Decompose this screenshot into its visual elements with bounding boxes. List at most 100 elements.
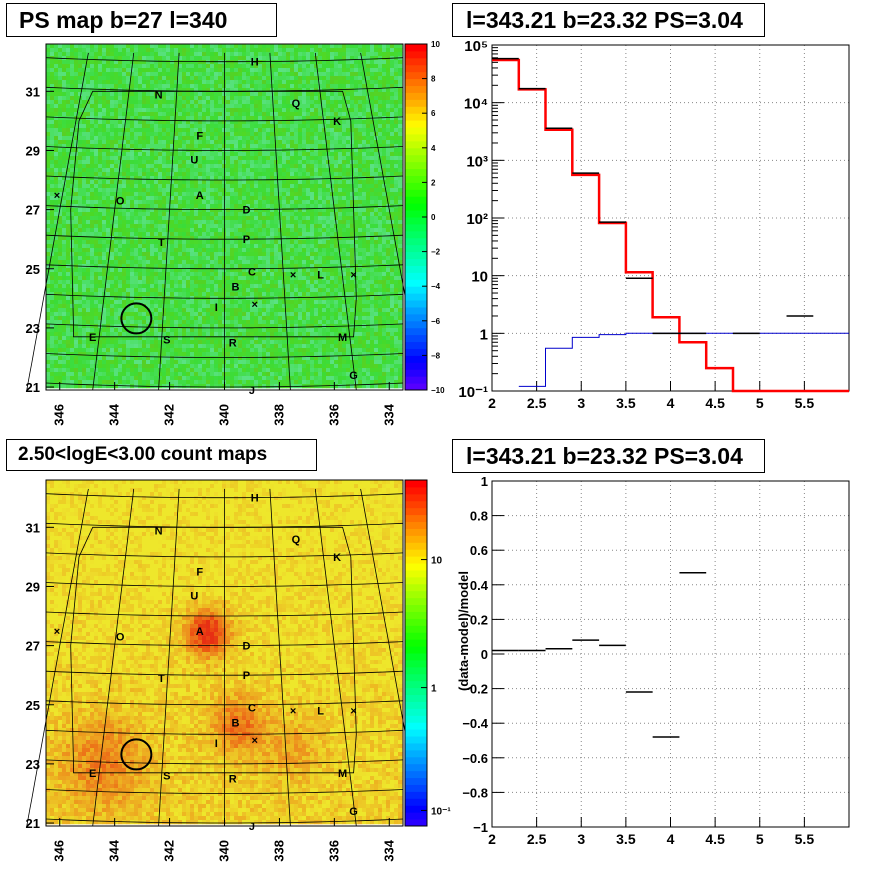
psmap-pixel (46, 216, 51, 221)
psmap-pixel (302, 84, 307, 89)
psmap-pixel (294, 68, 299, 73)
psmap-pixel (62, 108, 67, 113)
psmap-pixel (50, 52, 55, 57)
psmap-pixel (170, 112, 175, 117)
psmap-pixel (166, 200, 171, 205)
psmap-pixel (390, 132, 395, 137)
psmap-pixel (54, 260, 59, 265)
psmap-pixel (290, 144, 295, 149)
psmap-pixel (70, 204, 75, 209)
psmap-pixel (382, 96, 387, 101)
psmap-pixel (110, 148, 115, 153)
psmap-pixel (70, 220, 75, 225)
psmap-pixel (190, 44, 195, 49)
psmap-pixel (54, 232, 59, 237)
psmap-pixel (94, 140, 99, 145)
psmap-pixel (214, 80, 219, 85)
psmap-pixel (50, 88, 55, 93)
psmap-pixel (298, 208, 303, 213)
psmap-pixel (66, 168, 71, 173)
psmap-pixel (314, 172, 319, 177)
psmap-pixel (130, 248, 135, 253)
psmap-pixel (326, 248, 331, 253)
psmap-pixel (302, 164, 307, 169)
psmap-pixel (254, 168, 259, 173)
psmap-pixel (126, 240, 131, 245)
psmap-pixel (130, 192, 135, 197)
psmap-pixel (282, 180, 287, 185)
psmap-pixel (314, 140, 319, 145)
psmap-pixel (178, 216, 183, 221)
psmap-pixel (302, 220, 307, 225)
psmap-pixel (354, 240, 359, 245)
psmap-pixel (358, 200, 363, 205)
psmap-pixel (254, 68, 259, 73)
psmap-pixel (342, 56, 347, 61)
psmap-pixel (82, 216, 87, 221)
psmap-pixel (122, 172, 127, 177)
psmap-pixel (302, 196, 307, 201)
psmap-pixel (290, 244, 295, 249)
psmap-pixel (394, 256, 399, 261)
psmap-pixel (350, 68, 355, 73)
psmap-pixel (258, 144, 263, 149)
psmap-pixel (134, 196, 139, 201)
psmap-pixel (302, 248, 307, 253)
psmap-pixel (290, 156, 295, 161)
psmap-pixel (282, 176, 287, 181)
psmap-pixel (154, 164, 159, 169)
psmap-pixel (362, 216, 367, 221)
psmap-pixel (54, 220, 59, 225)
psmap-pixel (114, 236, 119, 241)
psmap-pixel (86, 184, 91, 189)
psmap-pixel (94, 96, 99, 101)
psmap-pixel (166, 172, 171, 177)
psmap-pixel (290, 224, 295, 229)
psmap-pixel (218, 208, 223, 213)
psmap-pixel (62, 160, 67, 165)
psmap-pixel (150, 112, 155, 117)
psmap-pixel (70, 144, 75, 149)
psmap-pixel (190, 64, 195, 69)
psmap-pixel (262, 244, 267, 249)
psmap-pixel (126, 220, 131, 225)
psmap-pixel (82, 212, 87, 217)
psmap-pixel (110, 180, 115, 185)
psmap-pixel (82, 156, 87, 161)
psmap-pixel (50, 260, 55, 265)
psmap-pixel (302, 188, 307, 193)
psmap-pixel (122, 184, 127, 189)
psmap-pixel (194, 120, 199, 125)
psmap-pixel (282, 160, 287, 165)
psmap-pixel (174, 112, 179, 117)
psmap-pixel (330, 136, 335, 141)
psmap-pixel (330, 212, 335, 217)
psmap-pixel (122, 116, 127, 121)
psmap-pixel (122, 124, 127, 129)
psmap-pixel (106, 128, 111, 133)
psmap-pixel (338, 228, 343, 233)
psmap-pixel (230, 204, 235, 209)
psmap-pixel (90, 68, 95, 73)
psmap-pixel (394, 248, 399, 253)
psmap-pixel (138, 52, 143, 57)
psmap-pixel (210, 204, 215, 209)
psmap-pixel (118, 216, 123, 221)
psmap-pixel (346, 124, 351, 129)
psmap-pixel (126, 256, 131, 261)
psmap-pixel (314, 188, 319, 193)
psmap-pixel (58, 100, 63, 105)
psmap-pixel (254, 112, 259, 117)
psmap-pixel (358, 160, 363, 165)
psmap-pixel (330, 84, 335, 89)
psmap-pixel (382, 244, 387, 249)
psmap-pixel (126, 196, 131, 201)
psmap-pixel (110, 44, 115, 49)
psmap-pixel (310, 180, 315, 185)
psmap-pixel (230, 60, 235, 65)
psmap-pixel (182, 160, 187, 165)
psmap-pixel (162, 84, 167, 89)
psmap-pixel (234, 236, 239, 241)
psmap-pixel (150, 152, 155, 157)
psmap-pixel (266, 72, 271, 77)
